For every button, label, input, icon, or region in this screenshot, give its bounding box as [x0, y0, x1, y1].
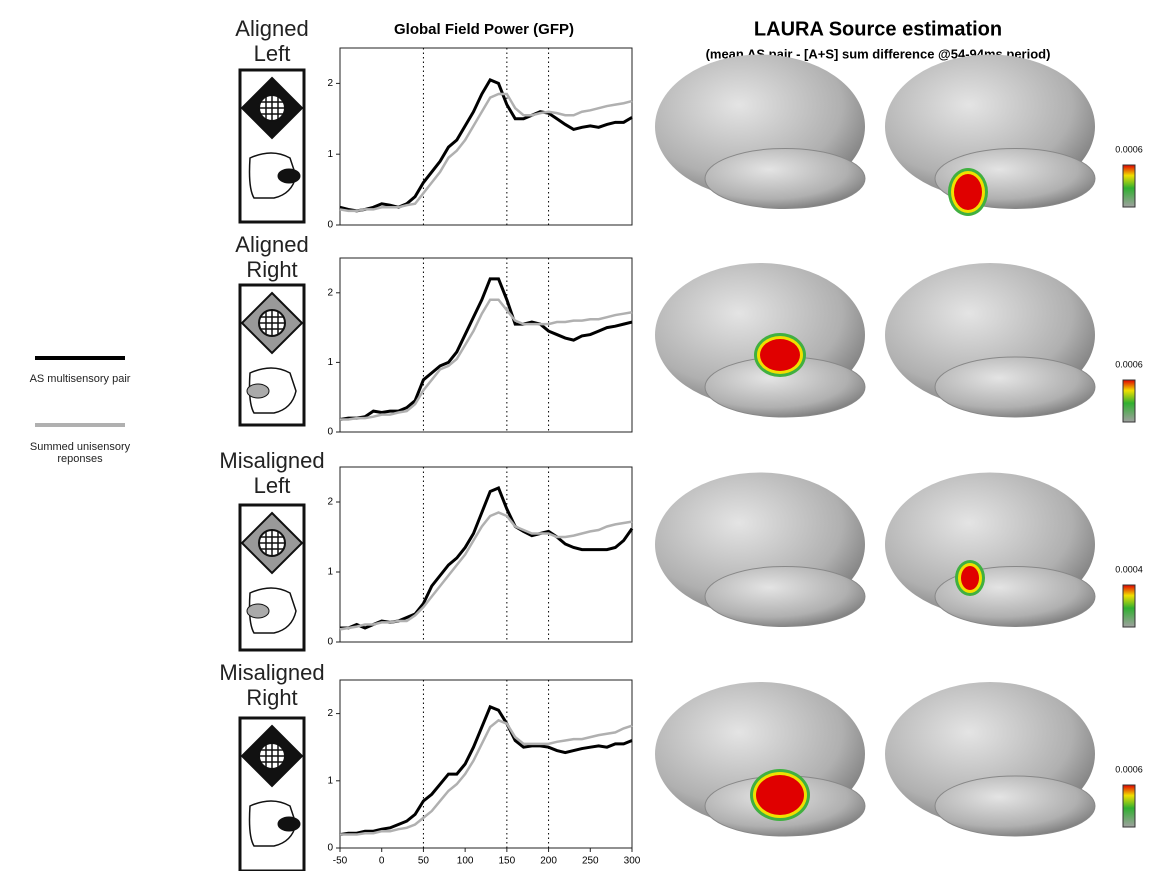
icon-stimulator [277, 816, 301, 832]
legend-label: AS multisensory pair [29, 373, 131, 385]
x-tick-label: 250 [582, 856, 599, 867]
brain-temporal [934, 775, 1096, 837]
y-tick-label: 1 [327, 567, 333, 578]
colorbar-label: 0.0006 [1115, 359, 1143, 369]
icon-hand [248, 800, 297, 847]
x-tick-label: 50 [418, 856, 430, 867]
y-tick-label: 2 [327, 78, 333, 89]
plot-frame [339, 257, 633, 433]
series-line [339, 77, 633, 213]
x-tick-label: 0 [379, 856, 385, 867]
y-tick-label: 2 [327, 497, 333, 508]
x-tick-label: 200 [540, 856, 557, 867]
icon-stimulator [277, 168, 301, 184]
gfp-title: Global Field Power (GFP) [394, 21, 574, 38]
colorbar [1122, 584, 1136, 628]
y-tick-label: 1 [327, 775, 333, 786]
activation [961, 566, 979, 590]
series-line [340, 486, 634, 630]
series-line [340, 718, 633, 836]
colorbar [1122, 164, 1136, 208]
x-tick-label: 150 [499, 856, 516, 867]
icon-hand [248, 587, 297, 634]
brain-temporal [704, 566, 866, 627]
activation [756, 775, 804, 815]
x-tick-label: -50 [333, 856, 348, 867]
y-tick-label: 0 [327, 637, 333, 648]
y-tick-label: 0 [327, 843, 333, 854]
icon-hand [248, 152, 297, 199]
plot-frame [339, 47, 633, 226]
y-tick-label: 2 [327, 287, 333, 298]
brain-temporal [704, 148, 866, 209]
y-tick-label: 1 [327, 149, 333, 160]
series-line [339, 277, 633, 421]
series-line [339, 511, 633, 631]
y-tick-label: 0 [327, 427, 333, 438]
colorbar [1122, 784, 1136, 828]
legend-label: Summed unisensory reponses [29, 441, 131, 465]
colorbar-label: 0.0006 [1115, 144, 1143, 154]
laura-title: LAURA Source estimation [754, 18, 1002, 40]
series-line [340, 298, 633, 421]
colorbar-label: 0.0006 [1115, 764, 1143, 774]
condition-label: Aligned Right [235, 232, 309, 282]
icon-stimulator [246, 383, 270, 399]
icon-hand [248, 367, 297, 414]
colorbar [1122, 379, 1136, 423]
y-tick-label: 0 [327, 220, 333, 231]
plot-frame [339, 466, 633, 643]
colorbar-label: 0.0004 [1115, 564, 1143, 574]
x-tick-label: 100 [457, 856, 474, 867]
plot-frame [339, 679, 633, 849]
icon-stimulator [246, 603, 270, 619]
y-tick-label: 1 [327, 357, 333, 368]
condition-label: Misaligned Right [219, 660, 325, 710]
condition-label: Misaligned Left [219, 448, 325, 498]
series-line [339, 704, 633, 837]
brain-temporal [934, 356, 1096, 418]
y-tick-label: 2 [327, 708, 333, 719]
x-tick-label: 300 [624, 856, 641, 867]
activation [760, 339, 800, 371]
series-line [339, 92, 633, 213]
condition-label: Aligned Left [235, 16, 309, 66]
activation [954, 174, 982, 210]
